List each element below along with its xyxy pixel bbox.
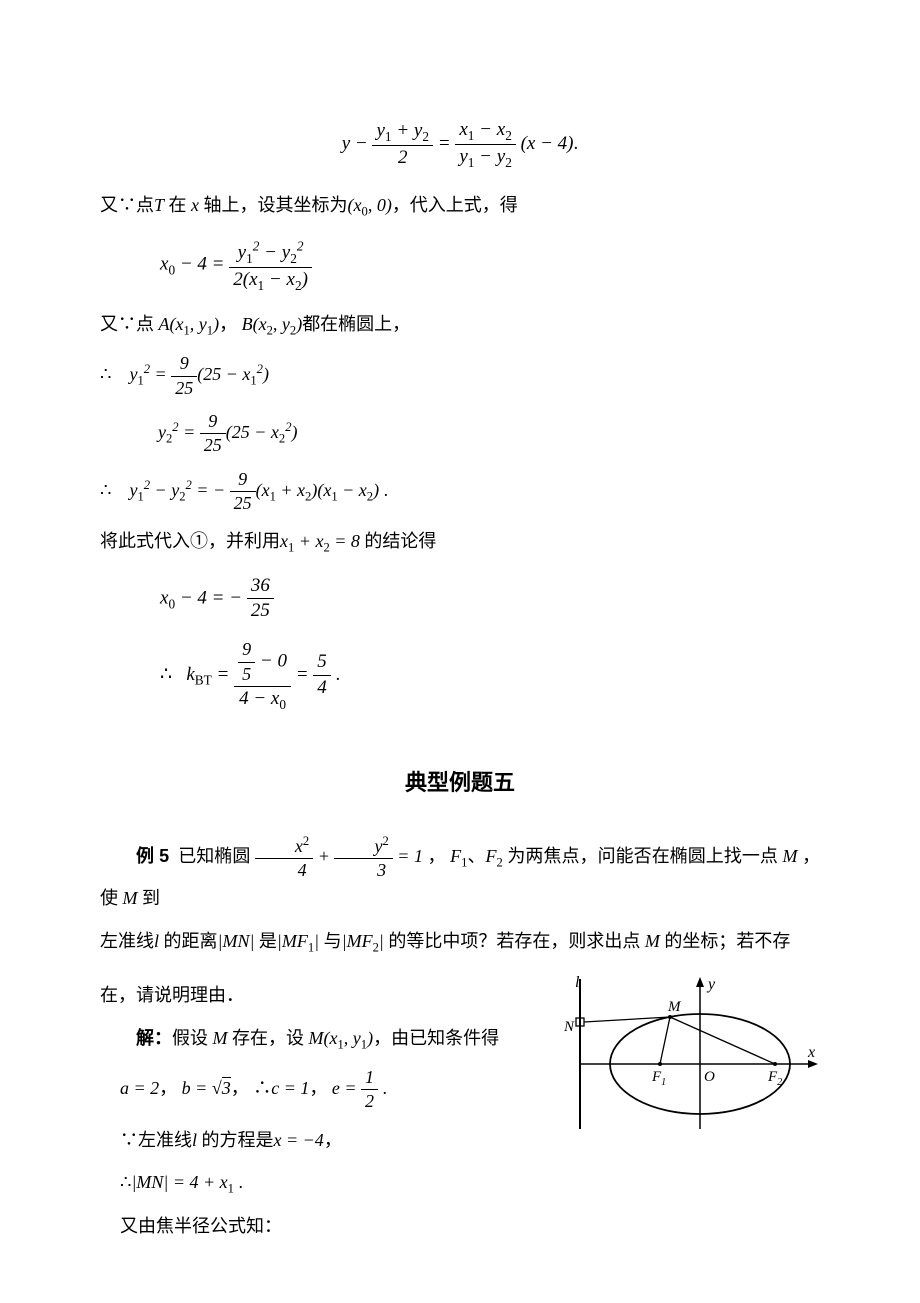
- period: .: [331, 664, 341, 685]
- text: 的距离: [164, 931, 218, 951]
- example5-statement-end: 在，请说明理由．: [100, 979, 540, 1011]
- therefore: ∴: [100, 364, 111, 384]
- text: 的方程是: [202, 1130, 274, 1150]
- suffix: ，: [324, 1130, 342, 1150]
- den: 5: [238, 663, 255, 686]
- therefore: ∴: [253, 1078, 271, 1098]
- M-label: M: [667, 999, 682, 1015]
- den: 25: [230, 492, 256, 515]
- text: 的坐标；若不存: [664, 931, 790, 951]
- x-label: x: [807, 1044, 815, 1061]
- den: 4 − x0: [239, 688, 286, 709]
- because: ∵: [120, 1130, 138, 1150]
- text: 与: [324, 931, 342, 951]
- text: 的等比中项？若存在，则求出点: [388, 931, 640, 951]
- text: 都在椭圆上，: [302, 314, 410, 334]
- N-label: N: [563, 1019, 575, 1035]
- text: ，代入上式，得: [392, 195, 518, 215]
- text: 轴上，设其坐标为: [204, 195, 348, 215]
- example5-statement-cont: 左准线l 的距离|MN| 是|MF1| 与|MF2| 的等比中项？若存在，则求出…: [100, 925, 820, 959]
- example-label: 例 5: [136, 846, 169, 866]
- F2-label: F2: [767, 1069, 782, 1088]
- num: 9: [171, 352, 197, 376]
- den: 25: [200, 434, 226, 457]
- O-label: O: [704, 1069, 715, 1085]
- therefore: ∴: [100, 480, 111, 500]
- solution-directrix: ∵左准线l 的方程是x = −4，: [120, 1124, 540, 1156]
- num: 1: [361, 1066, 378, 1090]
- num: 5: [313, 650, 331, 676]
- x-arrow: [808, 1060, 818, 1068]
- text: 到: [142, 888, 160, 908]
- num: y12 − y22: [238, 242, 304, 263]
- para-T-on-x-axis: 又∵点T 在 x 轴上，设其坐标为(x0, 0)，代入上式，得: [100, 189, 820, 223]
- equation-perpendicular-bisector: y − y1 + y2 2 = x1 − x2 y1 − y2 (x − 4).: [100, 118, 820, 171]
- para-AB-on-ellipse: 又∵点 A(x1, y1)， B(x2, y2)都在椭圆上，: [100, 308, 820, 342]
- num: x1 − x2: [459, 119, 512, 140]
- den: 4: [313, 676, 331, 701]
- solution-MN: ∴|MN| = 4 + x1 .: [120, 1166, 540, 1200]
- example5-statement: 例 5 已知椭圆 x2 4 + y2 3 = 1 ， F1、F2 为两焦点，问能…: [100, 833, 820, 915]
- therefore: ∴: [120, 1172, 131, 1192]
- sub-BT: BT: [195, 673, 212, 688]
- text: 已知椭圆: [178, 846, 250, 866]
- num: 9: [200, 410, 226, 434]
- text: ，由已知条件得: [373, 1028, 499, 1048]
- para-substitute: 将此式代入①，并利用x1 + x2 = 8 的结论得: [100, 525, 820, 559]
- ellipse-figure: l y x N M F1 F2 O: [560, 969, 820, 1159]
- solution-line1: 解：假设 M 存在，设 M(x1, y1)，由已知条件得: [100, 1022, 540, 1056]
- text: 是: [259, 931, 277, 951]
- frac-x1x2-y1y2: x1 − x2 y1 − y2: [455, 118, 516, 171]
- text: 存在，设: [232, 1028, 304, 1048]
- MF1-line: [660, 1017, 670, 1064]
- text: 左准线: [138, 1130, 192, 1150]
- therefore: ∴: [160, 664, 172, 685]
- text: 假设: [172, 1028, 208, 1048]
- MF2-line: [670, 1017, 775, 1064]
- solution-abc: a = 2， b = √3， ∴c = 1， e = 1 2 .: [120, 1066, 540, 1114]
- den: 25: [171, 377, 197, 400]
- num: 9: [230, 468, 256, 492]
- den: 2: [372, 146, 433, 171]
- den: y1 − y2: [459, 146, 512, 167]
- section-title-5: 典型例题五: [100, 763, 820, 803]
- solution-label: 解：: [136, 1028, 172, 1048]
- equation-kBT: ∴ kBT = 9 5 − 0 4 − x0 = 5 4 .: [160, 638, 820, 713]
- num: y1 + y2: [376, 120, 429, 141]
- y-arrow: [696, 977, 704, 987]
- frac-y1sq-y2sq: y12 − y22 2(x1 − x2): [229, 237, 312, 293]
- y-label: y: [706, 976, 716, 993]
- equation-x0-minus-4: x0 − 4 = y12 − y22 2(x1 − x2): [160, 237, 820, 293]
- den: 4: [255, 859, 313, 882]
- y-var: y: [342, 133, 350, 154]
- equation-y2sq: y22 = 9 25 (25 − x22): [158, 410, 820, 458]
- den: 3: [334, 859, 392, 882]
- text: 的结论得: [364, 531, 436, 551]
- sep: ，: [219, 314, 237, 334]
- num: 9: [238, 638, 255, 662]
- den: 2: [361, 1090, 378, 1113]
- solution-focal-radius: 又由焦半径公式知：: [120, 1210, 540, 1242]
- text: 在: [169, 195, 187, 215]
- text: 左准线: [100, 931, 154, 951]
- den: 25: [247, 599, 274, 624]
- F1-label: F1: [651, 1069, 666, 1088]
- period: .: [383, 1078, 388, 1098]
- den: 2(x1 − x2): [233, 269, 308, 290]
- text: 在，请说明理由．: [100, 985, 244, 1005]
- frac-y1y2-over-2: y1 + y2 2: [372, 119, 433, 171]
- l-label: l: [575, 974, 580, 991]
- num: 36: [247, 574, 274, 600]
- sep: 、: [467, 846, 485, 866]
- equation-y1sq-minus-y2sq: ∴ y12 − y22 = − 9 25 (x1 + x2)(x1 − x2) …: [100, 468, 820, 516]
- text: 又∵点: [100, 314, 154, 334]
- text: 又∵点: [100, 195, 154, 215]
- text: 将此式代入①，并利用: [100, 531, 280, 551]
- equation-x0-result: x0 − 4 = − 36 25: [160, 574, 820, 624]
- equation-y1sq: ∴ y12 = 9 25 (25 − x12): [100, 352, 820, 400]
- ellipse-svg: l y x N M F1 F2 O: [560, 969, 820, 1149]
- text: 为两焦点，问能否在椭圆上找一点: [507, 846, 778, 866]
